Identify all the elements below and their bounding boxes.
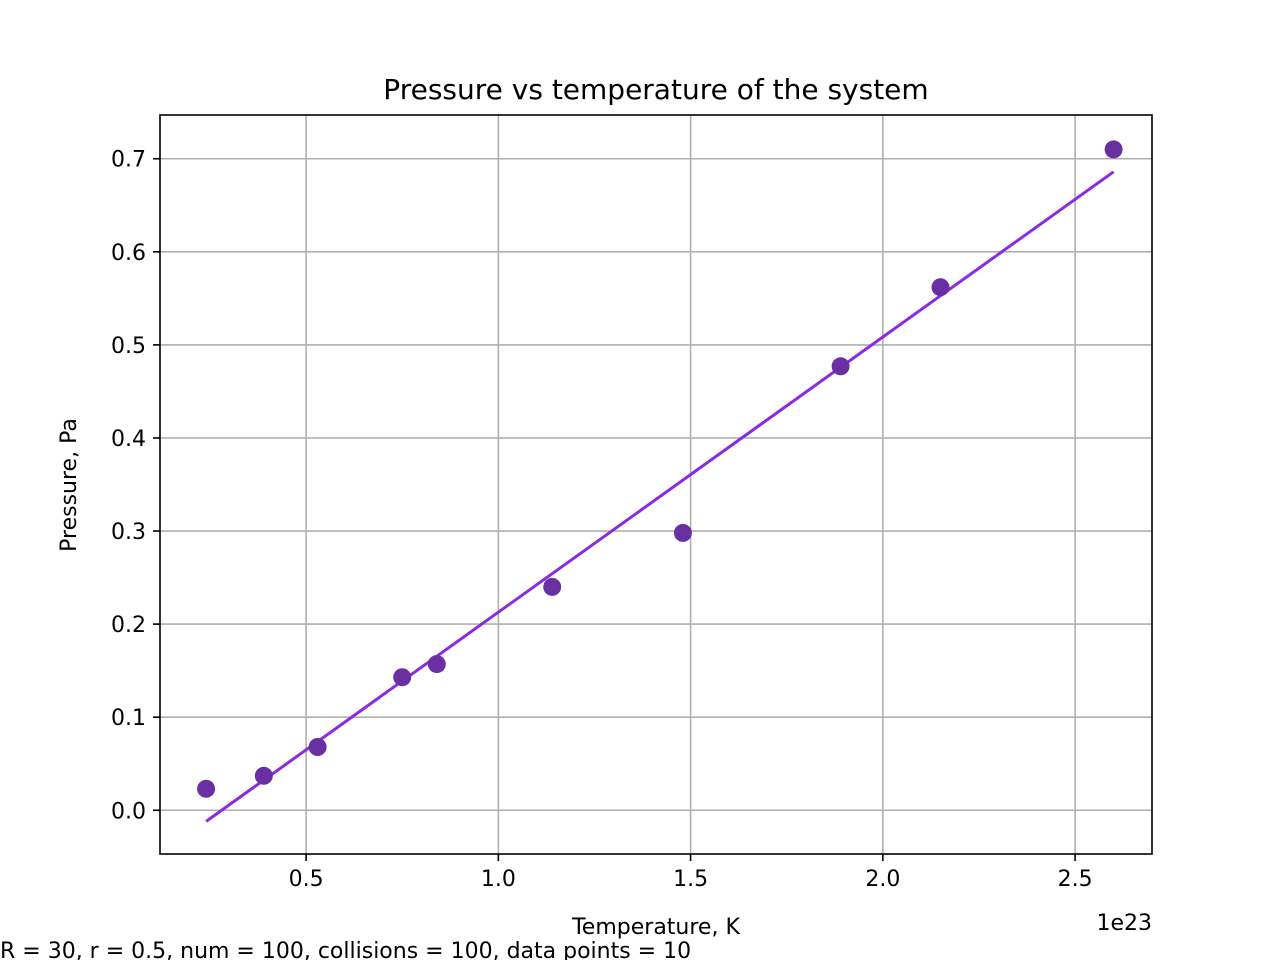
y-tick-label: 0.4 [111,427,146,452]
chart-title: Pressure vs temperature of the system [383,73,928,106]
fit-line-layer [205,170,1115,823]
x-tick-label: 0.5 [289,867,324,892]
scatter-point [1104,140,1123,159]
scatter-point [254,766,273,785]
fit-line [205,170,1115,823]
y-axis-title: Pressure, Pa [57,418,82,552]
y-tick-label: 0.5 [111,334,146,359]
scatter-point [831,357,850,376]
grid-layer [160,115,1152,854]
x-axis-title: Temperature, K [571,915,740,940]
scatter-point [543,577,562,596]
scatter-points-layer [197,140,1123,798]
plot-frame [159,114,1153,855]
y-tick-label: 0.0 [111,799,146,824]
y-tick-label: 0.1 [111,706,146,731]
scatter-point [197,779,216,798]
ticks-layer: 0.5 1.0 1.5 2.0 2.5 0.0 0.1 0.2 0.3 0.4 0.5 0.6 0.7 [111,148,1093,892]
x-tick-label: 2.0 [865,867,900,892]
y-tick-label: 0.3 [111,520,146,545]
x-tick-label: 1.0 [481,867,516,892]
x-axis-offset-label: 1e23 [1096,911,1152,936]
x-tick-label: 1.5 [673,867,708,892]
scatter-point [673,523,692,542]
x-tick-label: 2.5 [1058,867,1093,892]
scatter-point [427,655,446,674]
scatter-point [931,278,950,297]
y-tick-label: 0.6 [111,241,146,266]
scatter-point [308,738,327,756]
y-tick-label: 0.7 [111,148,146,173]
y-tick-label: 0.2 [111,613,146,638]
scatter-point [393,668,412,687]
parameters-caption: R = 30, r = 0.5, num = 100, collisions =… [0,939,691,960]
